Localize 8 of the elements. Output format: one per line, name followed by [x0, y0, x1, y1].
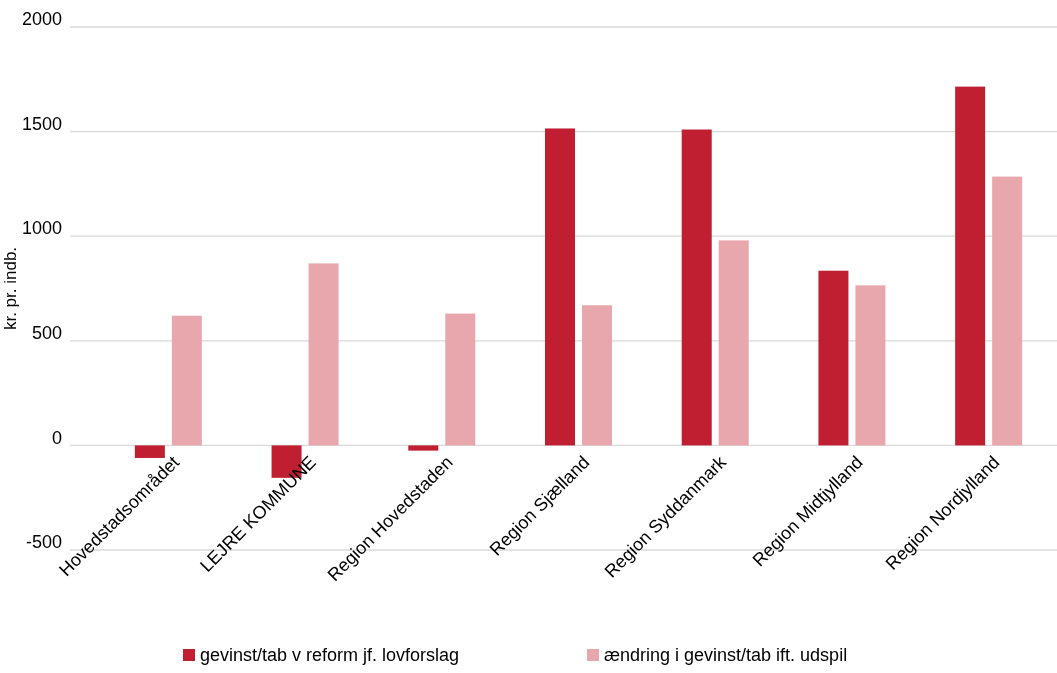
y-axis-title: kr. pr. indb.: [1, 246, 20, 331]
y-tick-label: 500: [31, 323, 62, 343]
y-tick-label: 1000: [21, 218, 62, 239]
y-tick-label: 1500: [21, 113, 62, 134]
y-tick-label: 2000: [21, 9, 62, 30]
legend-label: gevinst/tab v reform jf. lovforslag: [200, 645, 460, 665]
legend-label: ændring i gevinst/tab ift. udspil: [604, 645, 848, 665]
y-tick-label: 0: [51, 427, 62, 448]
